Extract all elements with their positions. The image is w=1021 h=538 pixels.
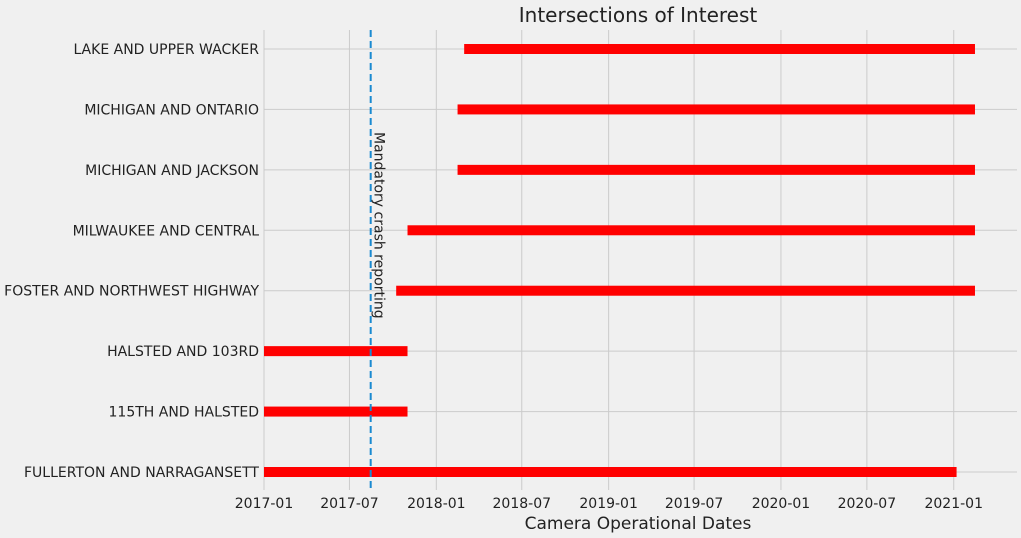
y-tick-label: FULLERTON AND NARRAGANSETT (24, 465, 259, 481)
y-tick-label: MICHIGAN AND ONTARIO (84, 102, 259, 118)
interval-bar (264, 406, 408, 417)
x-tick-label: 2021-01 (924, 496, 983, 512)
interval-bar (264, 467, 957, 477)
x-tick-label: 2017-01 (235, 496, 294, 512)
y-tick-label: MILWAUKEE AND CENTRAL (73, 223, 260, 239)
reference-line-group: Mandatory crash reporting (369, 30, 387, 490)
interval-bar (396, 285, 975, 296)
interval-bar (457, 164, 975, 175)
y-tick-label: HALSTED AND 103RD (107, 344, 259, 360)
interval-bar (457, 104, 975, 115)
x-tick-label: 2019-07 (665, 496, 724, 512)
x-tick-label: 2018-07 (493, 496, 552, 512)
y-tick-label: 115TH AND HALSTED (109, 405, 260, 421)
interval-bar (464, 44, 975, 54)
y-tick-label: LAKE AND UPPER WACKER (73, 42, 259, 58)
x-tick-label: 2020-01 (752, 496, 811, 512)
interval-bar (264, 346, 408, 357)
y-tick-labels: LAKE AND UPPER WACKER MICHIGAN AND ONTARI… (4, 42, 259, 481)
interval-bars (264, 44, 975, 477)
reference-line-label: Mandatory crash reporting (371, 132, 387, 319)
x-tick-label: 2018-01 (407, 496, 466, 512)
interval-bar (407, 225, 975, 236)
y-tick-label: MICHIGAN AND JACKSON (85, 163, 259, 179)
x-tick-label: 2020-07 (838, 496, 897, 512)
y-tick-label: FOSTER AND NORTHWEST HIGHWAY (4, 284, 259, 300)
chart-title: Intersections of Interest (519, 3, 758, 27)
x-tick-label: 2019-01 (579, 496, 638, 512)
x-tick-labels: 2017-01 2017-07 2018-01 2018-07 2019-01 2019-… (235, 496, 983, 512)
x-gridlines (263, 30, 955, 490)
x-axis-label: Camera Operational Dates (525, 514, 752, 534)
x-tick-label: 2017-07 (320, 496, 379, 512)
